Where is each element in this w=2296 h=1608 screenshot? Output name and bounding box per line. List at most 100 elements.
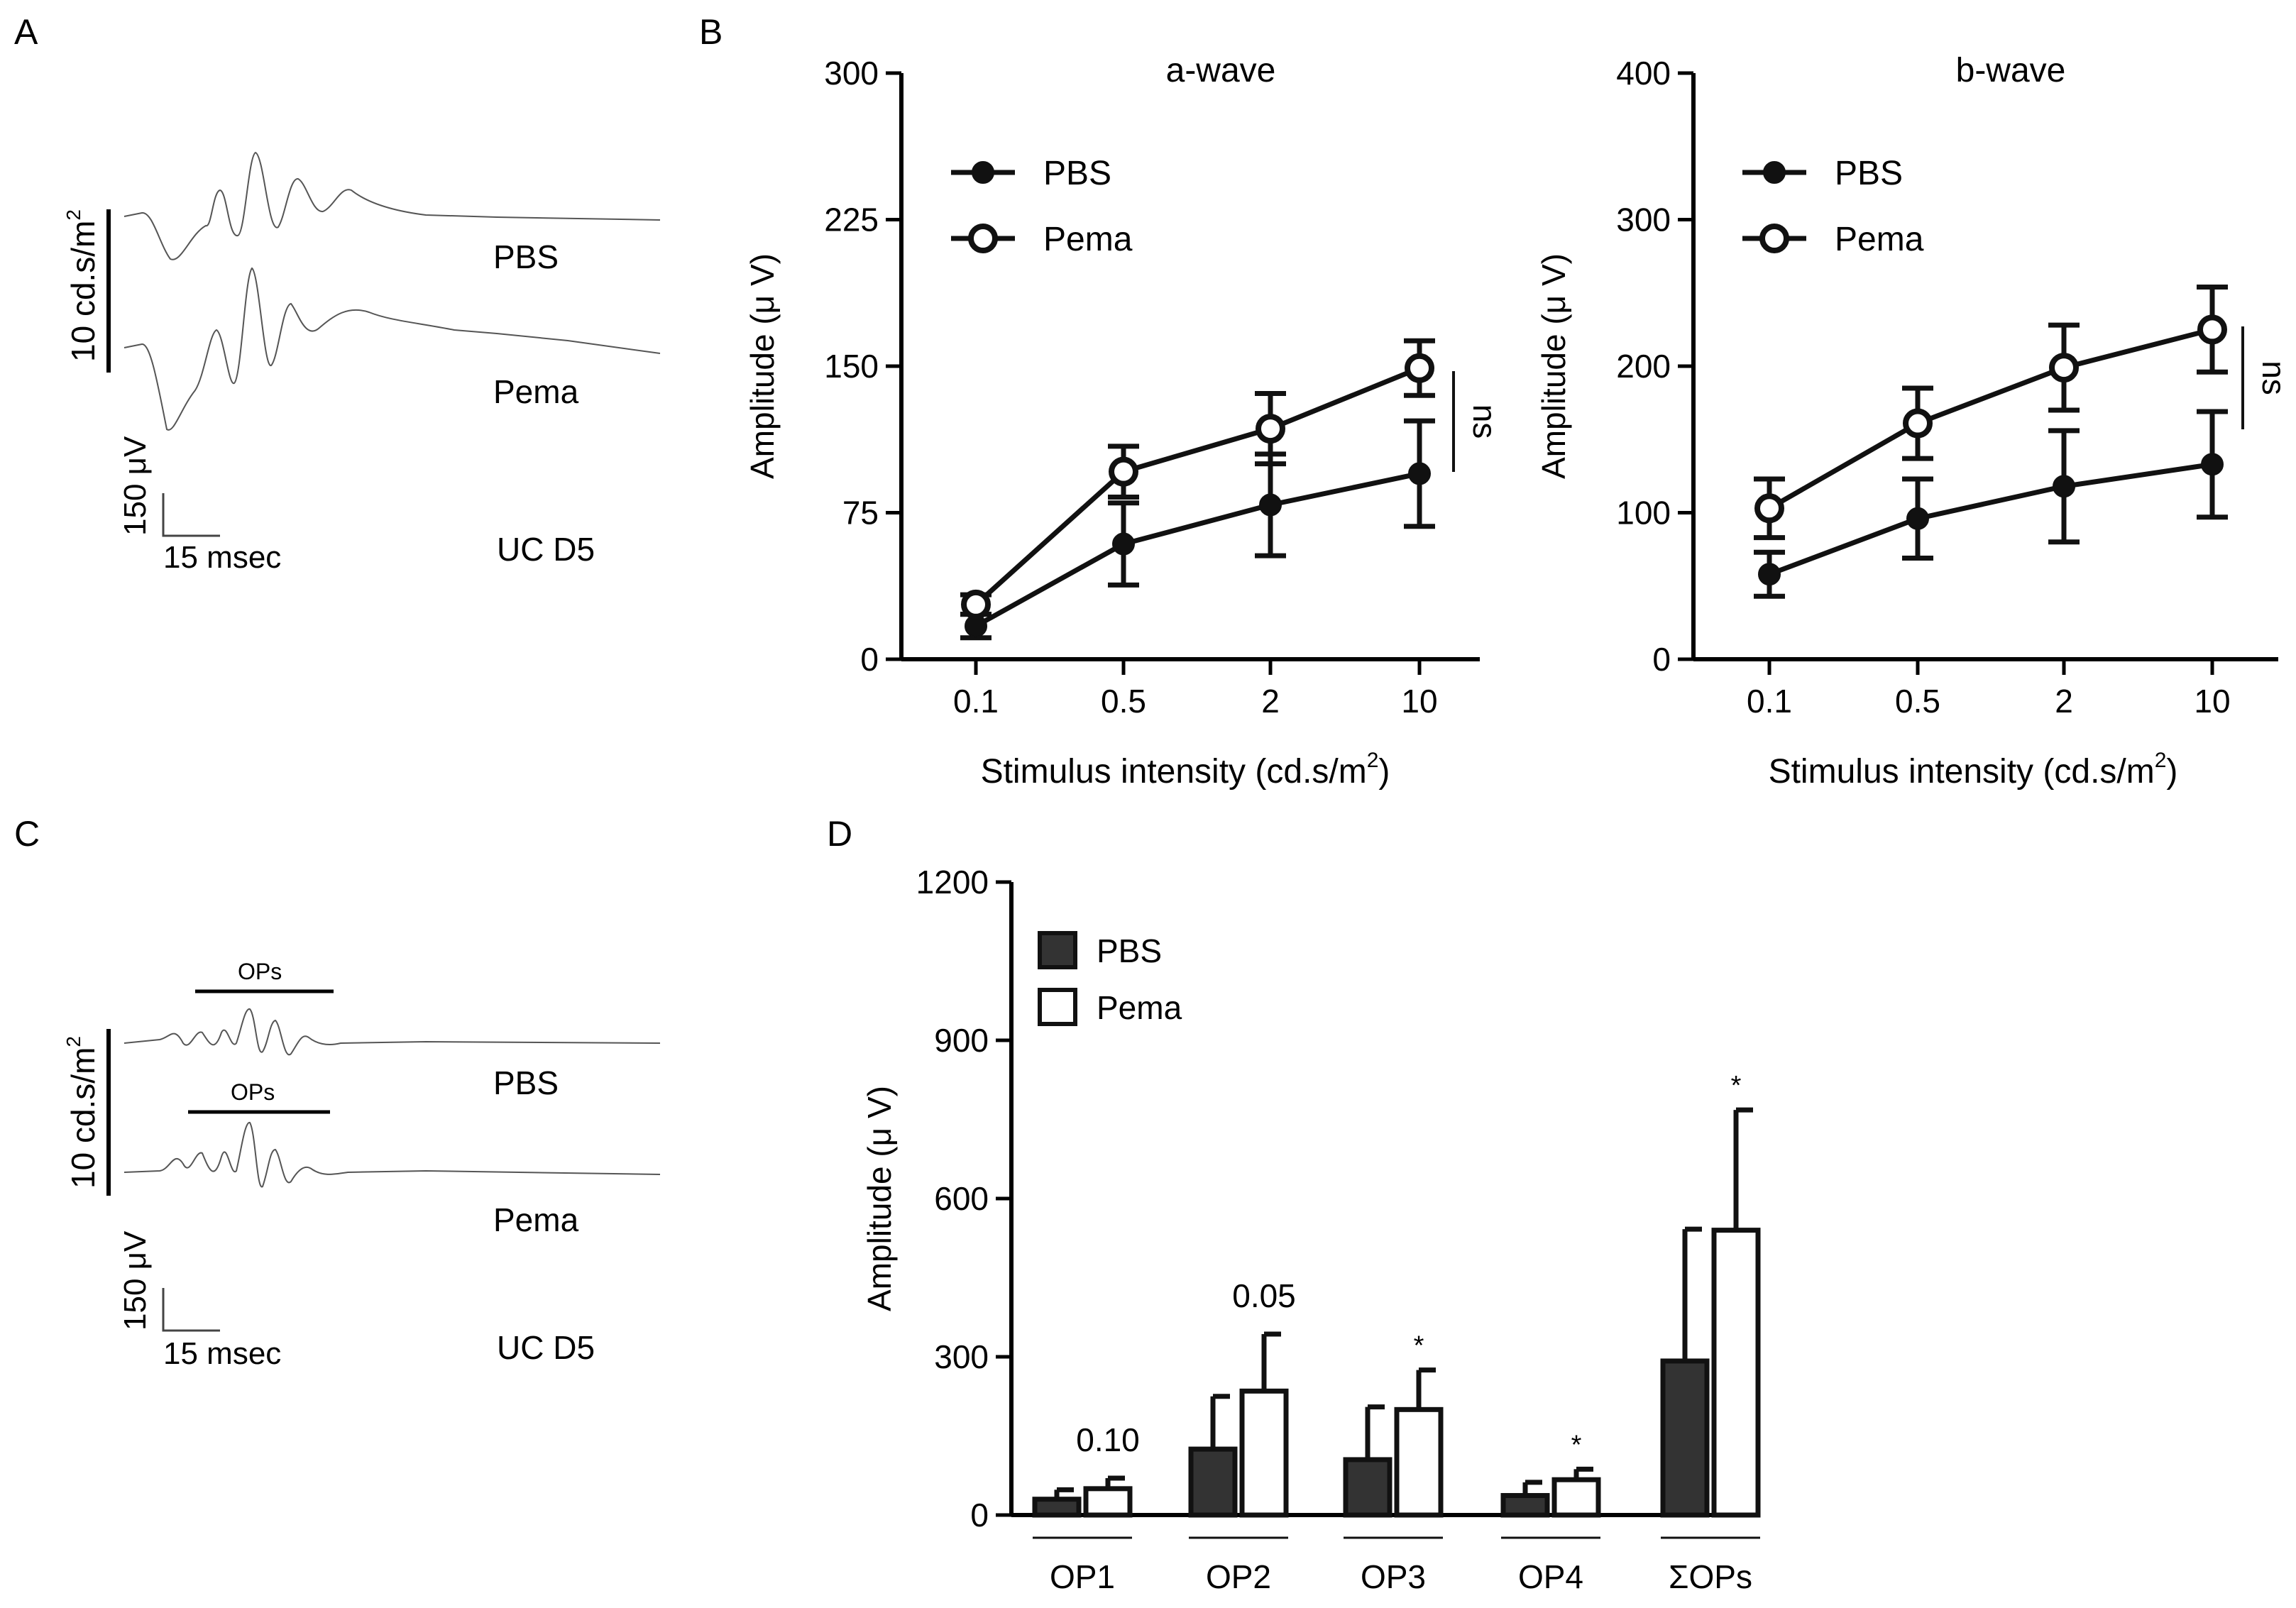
bar-pema	[1239, 1388, 1289, 1518]
x-tick-label: 10	[2194, 683, 2230, 720]
time-voltage-scale-bar	[162, 1288, 220, 1332]
erg-traces-bottom: 10 cd.s/m2 OPs OPs PBS Pema 150 μV 15 ms…	[62, 959, 661, 1371]
op-bar-chart: 0 300 600 900 1200 Amplitude (μ V) 0.10 OP1 0.05…	[861, 864, 1761, 1595]
trace-label-pema: Pema	[493, 1201, 579, 1238]
significance-annotation: *	[1414, 1331, 1424, 1361]
data-point-pema	[1754, 493, 1784, 524]
x-axis-label-close: )	[1378, 753, 1390, 791]
legend-label: PBS	[1097, 932, 1162, 969]
svg-text:10 cd.s/m2: 10 cd.s/m2	[62, 209, 101, 362]
voltage-scale-label: 150 μV	[118, 436, 153, 536]
bar-pbs	[1343, 1457, 1393, 1518]
data-point-pbs	[1112, 532, 1135, 556]
y-tick-label: 1200	[916, 864, 989, 901]
b-wave-chart: 0 100 200 300 400 0.1 0.5 2 10 b-wave Amplitude (μ…	[1535, 52, 2292, 791]
series-line-pema	[974, 365, 1421, 607]
trace-label-pbs: PBS	[493, 1064, 559, 1101]
x-tick-label: 2	[2055, 683, 2073, 720]
x-tick-label: OP4	[1518, 1558, 1583, 1595]
data-point-pbs	[2053, 475, 2075, 498]
data-point-pema	[1256, 414, 1285, 444]
time-scale-label: 15 msec	[163, 1336, 281, 1371]
vertical-scale-label: 10 cd.s/m	[65, 1047, 101, 1189]
panel-label-d: D	[827, 814, 852, 854]
x-tick-label: ΣOPs	[1669, 1558, 1752, 1595]
ops-label-pbs: OPs	[238, 959, 282, 984]
bar-pema	[1083, 1486, 1133, 1518]
trace-label-pbs: PBS	[493, 238, 559, 275]
legend-label: Pema	[1835, 221, 1924, 258]
panel-label-b: B	[699, 12, 723, 52]
significance-label: ns	[1466, 404, 1503, 439]
x-tick-label: 0.1	[953, 683, 999, 720]
panel-label-a: A	[14, 12, 38, 52]
data-point-pema	[2197, 314, 2227, 345]
legend-label: PBS	[1835, 155, 1903, 192]
time-voltage-scale-bar	[162, 493, 220, 537]
significance-annotation: 0.05	[1232, 1277, 1296, 1314]
chart-title: a-wave	[1166, 52, 1276, 89]
y-tick-label: 150	[824, 348, 879, 385]
time-scale-label: 15 msec	[163, 540, 281, 575]
op-trace-pema	[123, 1122, 661, 1188]
legend-marker	[1763, 161, 1786, 184]
y-tick-label: 225	[824, 202, 879, 238]
y-tick-label: 300	[934, 1338, 989, 1375]
y-tick-label: 0	[970, 1497, 989, 1533]
x-axis-label-close: )	[2166, 753, 2177, 791]
legend-label: Pema	[1097, 989, 1182, 1026]
significance-annotation: *	[1731, 1071, 1742, 1101]
legend-label: PBS	[1043, 155, 1111, 192]
bar-pema	[1551, 1477, 1601, 1518]
bar-pbs	[1660, 1358, 1710, 1518]
svg-text:10 cd.s/m2: 10 cd.s/m2	[62, 1036, 101, 1189]
y-tick-label: 200	[1616, 348, 1671, 385]
ops-label-pema: OPs	[231, 1079, 275, 1105]
data-point-pema	[1109, 456, 1138, 487]
condition-label: UC D5	[497, 531, 595, 568]
y-axis-label: Amplitude (μ V)	[744, 253, 781, 479]
legend-marker	[1759, 224, 1789, 253]
voltage-scale-label: 150 μV	[118, 1230, 153, 1331]
x-axis-label-superscript: 2	[1367, 749, 1379, 772]
data-point-pbs	[1259, 493, 1282, 517]
x-axis-label-text: Stimulus intensity (cd.s/m	[1769, 753, 2155, 791]
series-line-pbs	[974, 471, 1420, 629]
a-wave-chart: 0 75 150 225 300 0.1 0.5 2 10 a-wave Amplitude (μ …	[744, 52, 1503, 791]
panel-label-c: C	[14, 814, 40, 854]
legend-swatch	[1038, 931, 1077, 969]
x-axis-label: Stimulus intensity (cd.s/m2)	[981, 749, 1390, 791]
legend-marker	[972, 161, 994, 184]
vertical-scale-superscript: 2	[62, 1036, 84, 1047]
significance-annotation: 0.10	[1076, 1421, 1140, 1458]
trace-label-pema: Pema	[493, 373, 579, 410]
data-point-pbs	[1906, 507, 1929, 530]
data-point-pema	[961, 589, 991, 619]
bar-pema	[1394, 1406, 1444, 1518]
legend-swatch	[1038, 988, 1077, 1026]
vertical-scale-superscript: 2	[62, 209, 84, 221]
y-tick-label: 75	[842, 495, 879, 532]
data-point-pbs	[2201, 453, 2224, 476]
data-point-pema	[2049, 353, 2079, 383]
x-tick-label: OP3	[1361, 1558, 1426, 1595]
series-line-pbs	[1768, 461, 2213, 577]
legend-marker	[968, 224, 998, 253]
bar-pbs	[1500, 1492, 1550, 1518]
x-tick-label: 0.1	[1747, 683, 1792, 720]
data-point-pema	[1903, 408, 1933, 439]
x-tick-label: 2	[1261, 683, 1280, 720]
erg-trace-pbs	[123, 151, 661, 260]
bar-pbs	[1032, 1497, 1082, 1518]
y-tick-label: 900	[934, 1022, 989, 1059]
bar-pema	[1711, 1228, 1761, 1518]
y-tick-label: 0	[860, 641, 879, 678]
y-axis-label: Amplitude (μ V)	[1535, 253, 1572, 479]
data-point-pema	[1405, 353, 1434, 383]
y-tick-label: 600	[934, 1180, 989, 1217]
y-tick-label: 100	[1616, 495, 1671, 532]
significance-annotation: *	[1571, 1430, 1582, 1460]
x-axis-label: Stimulus intensity (cd.s/m2)	[1769, 749, 2178, 791]
data-point-pbs	[1408, 462, 1431, 485]
